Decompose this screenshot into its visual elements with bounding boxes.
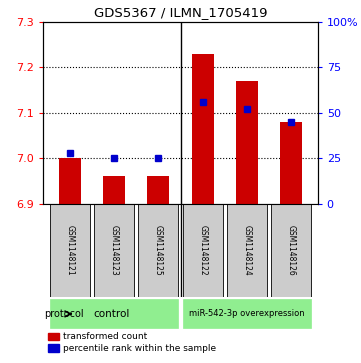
FancyBboxPatch shape — [227, 204, 267, 297]
FancyBboxPatch shape — [183, 204, 222, 297]
Text: GSM1148122: GSM1148122 — [198, 225, 207, 276]
FancyBboxPatch shape — [50, 299, 178, 328]
Text: GSM1148124: GSM1148124 — [242, 225, 251, 276]
Bar — [192, 54, 214, 204]
Text: GSM1148125: GSM1148125 — [154, 225, 163, 276]
Title: GDS5367 / ILMN_1705419: GDS5367 / ILMN_1705419 — [94, 6, 267, 19]
Bar — [280, 122, 302, 204]
Text: protocol: protocol — [44, 309, 84, 319]
FancyBboxPatch shape — [139, 204, 178, 297]
FancyBboxPatch shape — [271, 204, 311, 297]
FancyBboxPatch shape — [50, 204, 90, 297]
Bar — [103, 176, 125, 204]
FancyBboxPatch shape — [183, 299, 311, 328]
Bar — [236, 81, 258, 204]
Text: GSM1148123: GSM1148123 — [110, 225, 119, 276]
Bar — [147, 176, 169, 204]
Text: miR-542-3p overexpression: miR-542-3p overexpression — [189, 309, 305, 318]
Text: GSM1148126: GSM1148126 — [287, 225, 296, 276]
Text: control: control — [94, 309, 130, 319]
Bar — [59, 158, 81, 204]
Text: GSM1148121: GSM1148121 — [65, 225, 74, 276]
Legend: transformed count, percentile rank within the sample: transformed count, percentile rank withi… — [48, 333, 216, 353]
FancyBboxPatch shape — [94, 204, 134, 297]
